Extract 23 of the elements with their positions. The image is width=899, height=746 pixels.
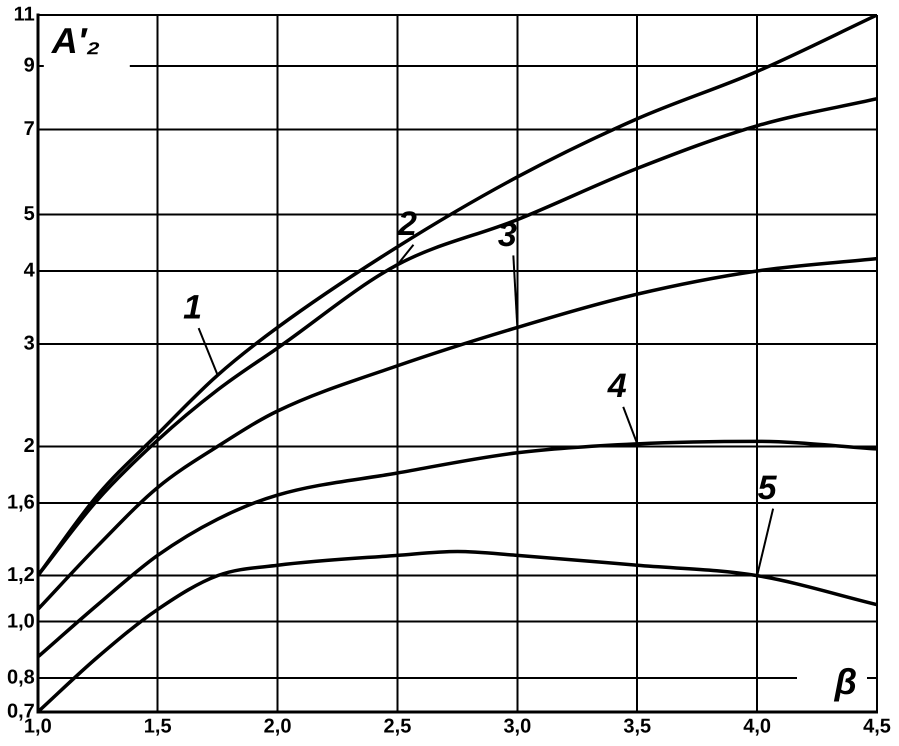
series-label: 1	[183, 288, 202, 327]
y-tick-label: 1,0	[6, 610, 35, 632]
y-tick-label: 5	[24, 203, 35, 226]
y-tick-label: 4	[24, 259, 36, 282]
x-tick-label: 3,0	[503, 716, 532, 738]
y-axis-title: A′₂	[50, 20, 100, 61]
y-tick-label: 11	[14, 4, 35, 26]
x-tick-label: 4,0	[743, 716, 772, 738]
x-tick-label: 2,5	[384, 716, 412, 738]
y-tick-label: 9	[24, 54, 35, 76]
y-tick-label: 7	[24, 118, 35, 140]
x-tick-label: 1,5	[144, 716, 172, 738]
y-tick-label: 0,8	[6, 666, 35, 689]
series-label: 4	[606, 367, 627, 406]
y-tick-label: 1,2	[6, 564, 35, 586]
y-tick-label: 2	[24, 434, 35, 457]
y-tick-label: 1,6	[6, 491, 35, 514]
x-tick-label: 4,5	[863, 716, 891, 738]
x-tick-label: 2,0	[264, 716, 292, 738]
y-tick-label: 3	[24, 332, 35, 354]
x-tick-label: 3,5	[623, 716, 652, 738]
x-axis-title: β	[834, 660, 857, 702]
series-label: 5	[758, 468, 778, 507]
